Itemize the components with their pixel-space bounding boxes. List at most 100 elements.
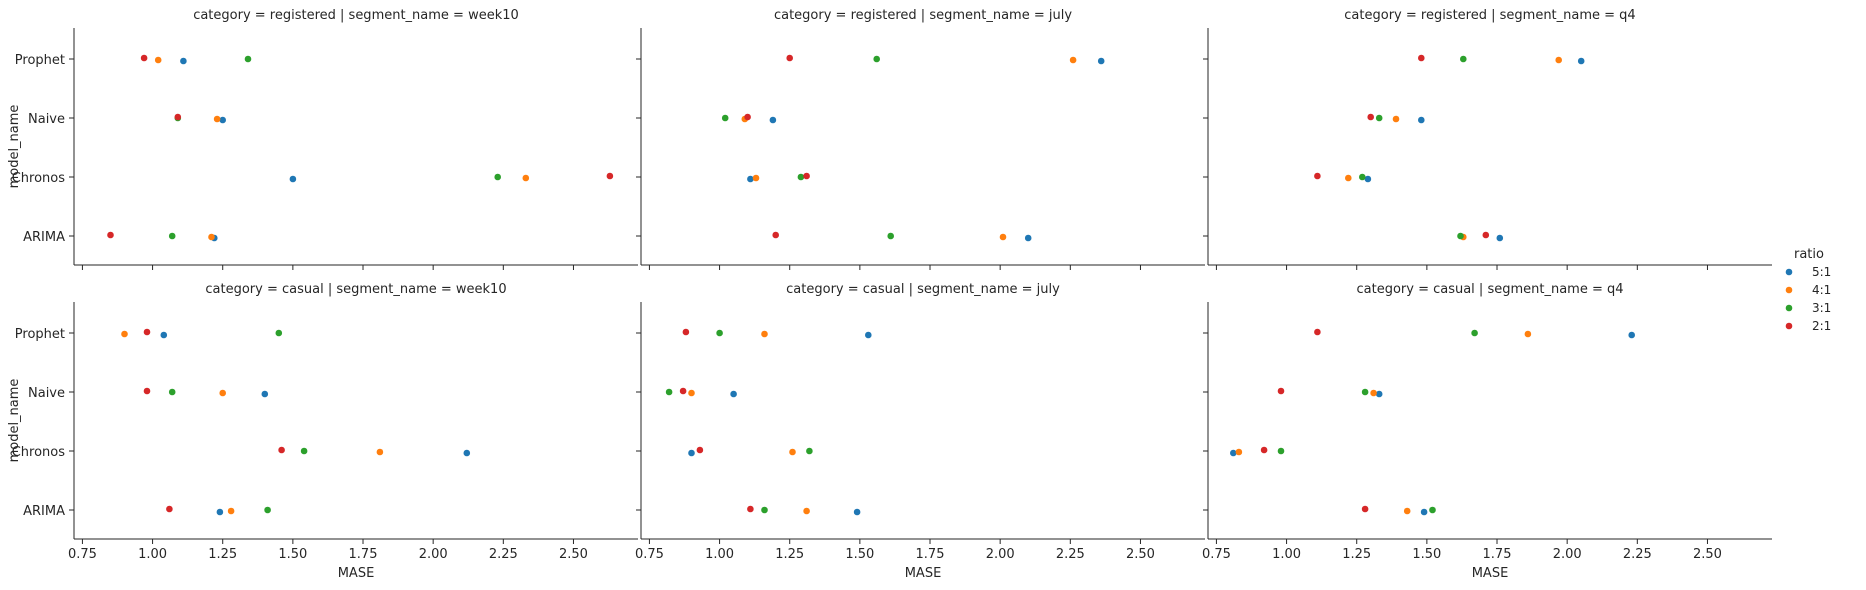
data-point-arima-4-1 [999,233,1007,241]
x-axis-title: MASE [1472,566,1509,581]
x-tick-label: 2.25 [1623,547,1652,562]
data-point-prophet-2-1 [786,54,793,62]
data-point-arima-3-1 [264,506,271,514]
data-point-chronos-2-1 [696,446,704,454]
data-point-chronos-2-1 [1314,172,1321,180]
x-tick-label: 0.75 [1202,547,1231,562]
data-point-prophet-4-1 [1555,56,1562,64]
x-tick-label: 0.75 [635,547,664,562]
data-point-prophet-4-1 [761,330,768,338]
data-point-chronos-4-1 [376,448,384,456]
x-tick-label: 0.75 [68,547,97,562]
data-point-prophet-5-1 [865,331,872,339]
data-point-prophet-3-1 [1471,329,1478,337]
data-point-arima-2-1 [1361,505,1369,513]
data-point-naive-4-1 [219,389,226,397]
data-point-prophet-4-1 [1524,330,1532,338]
data-point-prophet-2-1 [1418,54,1425,62]
data-point-arima-3-1 [761,506,768,514]
facet-panel-0: category = registered | segment_name = w… [7,8,638,270]
data-point-chronos-4-1 [522,174,530,182]
x-tick-label: 2.50 [1126,547,1155,562]
data-point-naive-2-1 [744,113,751,121]
data-point-naive-4-1 [1370,389,1377,397]
x-tick-label: 1.00 [138,547,167,562]
facet-title: category = registered | segment_name = w… [193,8,519,23]
x-tick-label: 1.50 [845,547,874,562]
x-tick-label: 2.50 [1693,547,1722,562]
data-point-arima-2-1 [772,231,779,239]
x-tick-label: 1.25 [208,547,237,562]
legend-marker [1785,304,1793,312]
data-point-arima-3-1 [887,232,894,240]
data-point-arima-3-1 [1457,232,1464,240]
data-point-prophet-2-1 [143,328,151,336]
data-point-chronos-2-1 [803,172,810,180]
x-tick-label: 1.00 [1272,547,1301,562]
y-tick-label: Chronos [12,445,66,460]
data-point-prophet-5-1 [1097,57,1105,65]
data-point-chronos-5-1 [1230,449,1237,457]
facet-panel-1: category = registered | segment_name = j… [636,8,1205,270]
data-point-chronos-5-1 [463,449,471,457]
data-point-chronos-3-1 [1277,447,1285,455]
data-point-arima-2-1 [166,505,173,513]
x-tick-label: 1.50 [1412,547,1441,562]
x-tick-label: 1.75 [349,547,378,562]
data-point-prophet-2-1 [140,54,148,62]
x-tick-label: 2.00 [986,547,1015,562]
data-point-chronos-2-1 [278,446,285,454]
data-point-chronos-4-1 [752,174,760,182]
data-point-naive-5-1 [730,390,737,398]
data-point-arima-4-1 [227,507,235,515]
data-point-naive-2-1 [1277,387,1285,395]
data-point-arima-5-1 [1024,234,1032,242]
x-axis-title: MASE [905,566,942,581]
x-tick-label: 2.00 [1553,547,1582,562]
facet-title: category = registered | segment_name = q… [1344,8,1635,23]
data-point-prophet-4-1 [121,330,128,338]
facet-panel-2: category = registered | segment_name = q… [1203,8,1772,270]
x-tick-label: 2.50 [559,547,588,562]
data-point-prophet-2-1 [1314,328,1321,336]
legend-marker [1785,286,1793,294]
data-point-naive-3-1 [1361,388,1369,396]
data-point-prophet-2-1 [682,328,690,336]
data-point-naive-5-1 [1418,116,1425,124]
legend-label: 3:1 [1812,301,1831,315]
data-point-prophet-3-1 [244,55,252,63]
facet-panel-4: category = casual | segment_name = july 0… [635,282,1205,581]
data-point-chronos-3-1 [300,447,308,455]
facet-title: category = casual | segment_name = week1… [205,282,506,297]
data-point-chronos-5-1 [289,175,297,183]
data-point-naive-5-1 [769,116,777,124]
data-point-arima-2-1 [747,505,754,513]
data-point-naive-2-1 [679,387,687,395]
data-point-naive-2-1 [174,113,182,121]
data-point-chronos-2-1 [606,172,614,180]
data-point-prophet-3-1 [716,329,723,337]
data-point-arima-4-1 [1403,507,1411,515]
data-point-naive-2-1 [143,387,151,395]
data-point-chronos-4-1 [1345,174,1352,182]
data-point-naive-3-1 [721,114,729,122]
data-point-chronos-3-1 [806,447,813,455]
legend-label: 2:1 [1812,319,1831,333]
x-tick-label: 1.75 [916,547,945,562]
data-point-prophet-3-1 [1460,55,1467,63]
data-point-prophet-4-1 [1069,56,1077,64]
legend-label: 4:1 [1812,283,1831,297]
data-point-naive-3-1 [665,388,673,396]
x-tick-label: 1.50 [278,547,307,562]
data-point-arima-4-1 [208,233,215,241]
data-point-chronos-5-1 [1364,175,1372,183]
data-point-chronos-3-1 [797,173,805,181]
data-point-prophet-3-1 [873,55,880,63]
x-tick-label: 1.75 [1483,547,1512,562]
data-point-arima-5-1 [853,508,861,516]
data-point-chronos-3-1 [1359,173,1366,181]
data-point-naive-5-1 [1375,390,1383,398]
legend-label: 5:1 [1812,265,1831,279]
data-point-naive-5-1 [261,390,269,398]
data-point-arima-4-1 [803,507,810,515]
